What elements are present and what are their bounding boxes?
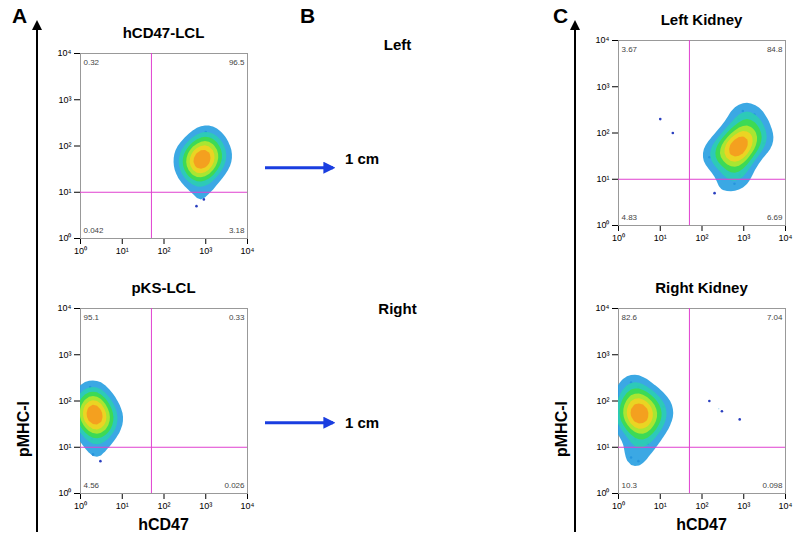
svg-text:0.32: 0.32 [84,58,100,67]
svg-text:10²: 10² [695,501,708,511]
html-text:A: A [12,4,28,27]
svg-text:0.098: 0.098 [762,481,783,490]
html-text:Left: Left [383,36,412,53]
svg-text:7.04: 7.04 [767,313,783,322]
html-text:B: B [300,4,316,27]
svg-text:10⁰: 10⁰ [58,233,71,243]
svg-text:0.026: 0.026 [224,481,245,490]
svg-text:10²: 10² [58,396,71,406]
html-text:hCD47: hCD47 [138,516,189,533]
svg-text:10¹: 10¹ [58,442,71,452]
svg-text:10¹: 10¹ [58,187,71,197]
svg-text:4.83: 4.83 [622,213,638,222]
html-text:pMHC-I: pMHC-I [15,401,32,457]
html-text:Right Kidney: Right Kidney [655,279,748,296]
svg-text:10⁰: 10⁰ [74,501,87,511]
html-text:C: C [553,4,569,27]
svg-text:10²: 10² [58,141,71,151]
svg-text:10²: 10² [596,396,609,406]
svg-text:96.5: 96.5 [229,58,245,67]
html-text:hCD47: hCD47 [676,516,727,533]
svg-text:10³: 10³ [199,246,212,256]
html-text:Left Kidney: Left Kidney [660,11,743,28]
svg-text:10⁰: 10⁰ [58,488,71,498]
html-text:Right: Right [378,300,417,317]
html-text:pMHC-I: pMHC-I [553,401,570,457]
svg-text:10⁴: 10⁴ [58,48,72,58]
svg-text:3.67: 3.67 [622,45,638,54]
svg-text:10³: 10³ [199,501,212,511]
svg-text:10²: 10² [157,501,170,511]
svg-text:10⁰: 10⁰ [612,233,625,243]
html-text:1 cm: 1 cm [345,414,380,431]
svg-text:4.56: 4.56 [84,481,100,490]
svg-text:95.1: 95.1 [84,313,100,322]
svg-text:10⁰: 10⁰ [74,246,87,256]
svg-text:10³: 10³ [596,82,609,92]
svg-text:10⁴: 10⁴ [596,35,610,45]
svg-text:10²: 10² [596,128,609,138]
svg-text:10³: 10³ [58,350,71,360]
svg-text:3.18: 3.18 [229,226,245,235]
svg-text:10³: 10³ [596,350,609,360]
svg-text:10¹: 10¹ [116,501,129,511]
svg-text:84.8: 84.8 [767,45,783,54]
svg-text:10⁴: 10⁴ [241,501,255,511]
svg-text:10¹: 10¹ [596,442,609,452]
svg-text:10⁰: 10⁰ [596,488,609,498]
html-text:1 cm: 1 cm [345,150,380,167]
svg-text:10²: 10² [695,233,708,243]
svg-text:0.042: 0.042 [84,226,105,235]
svg-text:10⁴: 10⁴ [58,303,72,313]
html-text:pKS-LCL: pKS-LCL [131,279,196,296]
svg-text:10¹: 10¹ [596,174,609,184]
svg-text:10³: 10³ [737,501,750,511]
svg-text:10²: 10² [157,246,170,256]
svg-text:10.3: 10.3 [622,481,638,490]
svg-text:10⁴: 10⁴ [779,501,793,511]
svg-text:10¹: 10¹ [116,246,129,256]
svg-text:10³: 10³ [58,95,71,105]
svg-text:10⁰: 10⁰ [612,501,625,511]
svg-text:82.6: 82.6 [622,313,638,322]
svg-text:10³: 10³ [737,233,750,243]
svg-text:6.69: 6.69 [767,213,783,222]
html-text:hCD47-LCL: hCD47-LCL [122,24,205,41]
svg-text:10⁴: 10⁴ [241,246,255,256]
svg-text:10⁴: 10⁴ [596,303,610,313]
svg-text:0.33: 0.33 [229,313,245,322]
svg-text:10¹: 10¹ [654,501,667,511]
svg-text:10⁴: 10⁴ [779,233,793,243]
svg-text:10¹: 10¹ [654,233,667,243]
svg-text:10⁰: 10⁰ [596,220,609,230]
